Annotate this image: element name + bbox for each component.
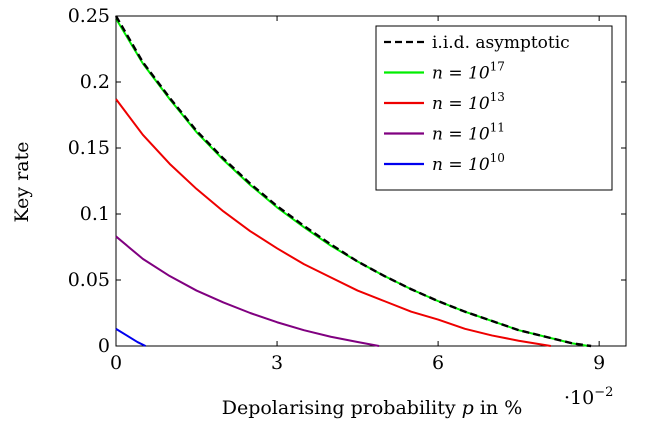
x-axis-scale-note: ·10−2 <box>564 385 613 409</box>
y-axis-label: Key rate <box>11 142 33 223</box>
legend-label-0: i.i.d. asymptotic <box>432 33 570 53</box>
series-curves <box>114 15 592 348</box>
x-axis-label-text: Depolarising probability <box>222 397 456 419</box>
plot-border <box>115 15 627 347</box>
x-tick-label: 9 <box>593 352 605 374</box>
legend-label-2: n = 1013 <box>432 90 505 114</box>
axis-ticks: 0 3 6 9 0 0.05 0.1 0.15 0.2 0.25 <box>68 5 626 374</box>
series-line-2 <box>115 98 552 347</box>
x-tick-label: 3 <box>271 352 283 374</box>
x-tick-label: 6 <box>432 352 444 374</box>
x-axis-label-unit: in % <box>480 397 522 419</box>
y-tick-label: 0 <box>98 335 110 357</box>
legend: i.i.d. asymptotic n = 1017 n = 1013 n = 101… <box>375 25 613 191</box>
x-tick-label: 0 <box>110 352 122 374</box>
legend-label-3: n = 1011 <box>432 121 505 145</box>
legend-box <box>375 25 613 191</box>
legend-label-1: n = 1017 <box>432 60 505 84</box>
y-tick-label: 0.25 <box>68 5 110 27</box>
series-line-4 <box>115 327 146 347</box>
plot-area <box>115 15 627 347</box>
series-line-3 <box>115 235 380 347</box>
x-scale-base: ·10 <box>564 387 594 409</box>
y-tick-label: 0.15 <box>68 137 110 159</box>
y-tick-label: 0.2 <box>80 71 110 93</box>
x-scale-exponent: −2 <box>594 385 613 400</box>
y-tick-label: 0.1 <box>80 203 110 225</box>
x-axis-label-variable: p <box>462 397 474 419</box>
legend-label-4: n = 1010 <box>432 151 505 175</box>
y-tick-label: 0.05 <box>68 269 110 291</box>
x-axis-label: Depolarising probability p in % <box>222 397 523 419</box>
series-line-1 <box>115 18 589 347</box>
